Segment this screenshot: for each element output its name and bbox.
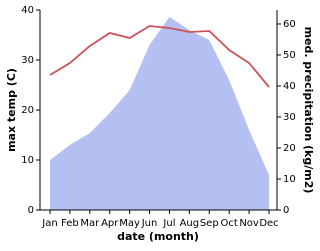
x-tick-label: Apr: [101, 218, 119, 229]
y2-tick-label: 20: [283, 143, 296, 154]
y2-tick-label: 50: [283, 50, 296, 61]
x-tick-label: Jun: [141, 218, 158, 229]
y2-tick-label: 60: [283, 19, 296, 30]
x-tick-label: Nov: [239, 218, 259, 229]
y-tick-label: 20: [21, 105, 34, 116]
x-tick-label: Aug: [180, 218, 200, 229]
chart: date (month) max temp (C) med. precipita…: [5, 5, 315, 243]
x-tick-label: Sep: [200, 218, 219, 229]
y2-tick-label: 0: [283, 205, 289, 216]
y-tick-label: 40: [21, 5, 34, 16]
y2-axis-label: med. precipitation (kg/m2): [302, 27, 315, 194]
y2-tick-label: 40: [283, 81, 296, 92]
y2-tick-label: 10: [283, 174, 296, 185]
x-tick-label: Jul: [162, 218, 175, 229]
x-tick-label: Jan: [41, 218, 57, 229]
precipitation-area: [50, 16, 269, 211]
x-tick-label: Mar: [80, 218, 100, 229]
y-tick-label: 30: [21, 55, 34, 66]
y2-tick-label: 30: [283, 112, 296, 123]
x-tick-label: Feb: [61, 218, 79, 229]
x-tick-label: May: [119, 218, 140, 229]
y-tick-label: 0: [28, 205, 34, 216]
y-axis-label: max temp (C): [5, 68, 18, 152]
temp-line: [49, 25, 270, 88]
x-tick-label: Dec: [259, 218, 278, 229]
y-tick-label: 10: [21, 155, 34, 166]
x-axis-label: date (month): [117, 230, 199, 243]
x-tick-label: Oct: [221, 218, 238, 229]
